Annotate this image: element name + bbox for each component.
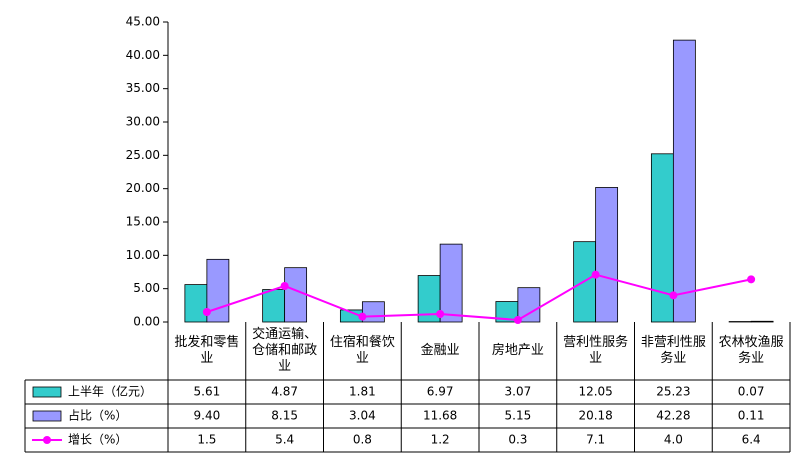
table-value: 5.4 xyxy=(275,433,294,447)
table-value: 7.1 xyxy=(586,433,605,447)
x-tick-label: 房地产业 xyxy=(491,343,544,358)
x-tick-label: 住宿和餐饮业 xyxy=(329,335,395,366)
table-value: 20.18 xyxy=(578,409,612,423)
category-cell: 非营利性服务业 xyxy=(640,335,706,366)
table-value: 0.07 xyxy=(738,385,765,399)
table-value: 4.87 xyxy=(271,385,298,399)
table-value: 1.5 xyxy=(197,433,216,447)
y-tick-label: 25.00 xyxy=(126,148,160,162)
x-tick-label: 金融业 xyxy=(420,343,460,358)
bar xyxy=(672,39,696,323)
y-tick-label: 5.00 xyxy=(133,281,160,295)
table-value: 6.4 xyxy=(742,433,761,447)
table-value: 25.23 xyxy=(656,385,690,399)
bar xyxy=(184,284,208,323)
y-tick-label: 15.00 xyxy=(126,215,160,229)
category-cell: 房地产业 xyxy=(491,343,544,358)
y-tick-label: 0.00 xyxy=(133,315,160,329)
marker xyxy=(669,291,678,300)
table-value: 12.05 xyxy=(578,385,612,399)
legend-label: 占比（%） xyxy=(68,408,127,423)
category-cell: 交通运输、仓储和邮政业 xyxy=(252,327,318,374)
x-tick-label: 批发和零售业 xyxy=(174,335,240,366)
marker xyxy=(747,275,756,284)
marker xyxy=(513,316,522,324)
table-value: 9.40 xyxy=(194,409,221,423)
category-cell: 农林牧渔服务业 xyxy=(718,335,784,366)
table-value: 6.97 xyxy=(427,385,454,399)
marker xyxy=(280,282,289,290)
category-cell: 住宿和餐饮业 xyxy=(329,335,395,366)
table-value: 4.0 xyxy=(664,433,683,447)
marker xyxy=(436,310,445,318)
table-value: 0.11 xyxy=(738,409,765,423)
table-value: 3.04 xyxy=(349,409,376,423)
table-value: 0.8 xyxy=(353,433,372,447)
y-tick-label: 40.00 xyxy=(126,48,160,62)
category-cell: 批发和零售业 xyxy=(174,335,240,366)
table-value: 5.61 xyxy=(194,385,221,399)
marker xyxy=(591,270,600,279)
marker xyxy=(202,308,211,316)
table-value: 1.2 xyxy=(431,433,450,447)
table-value: 1.81 xyxy=(349,385,376,399)
table-value: 5.15 xyxy=(505,409,532,423)
table-value: 0.3 xyxy=(508,433,527,447)
legend-swatch xyxy=(43,436,51,444)
y-tick-label: 45.00 xyxy=(126,15,160,29)
legend-label: 增长（%） xyxy=(68,433,127,447)
bar xyxy=(439,243,463,323)
y-tick-label: 35.00 xyxy=(126,81,160,95)
x-tick-label: 非营利性服务业 xyxy=(640,335,706,366)
bar xyxy=(595,187,619,323)
legend-swatch xyxy=(32,410,62,422)
y-tick-label: 10.00 xyxy=(126,248,160,262)
legend-swatch xyxy=(32,386,62,398)
y-tick-label: 20.00 xyxy=(126,181,160,195)
table-value: 42.28 xyxy=(656,409,690,423)
bar xyxy=(361,301,385,323)
table-value: 3.07 xyxy=(505,385,532,399)
y-tick-label: 30.00 xyxy=(126,115,160,129)
x-tick-label: 交通运输、仓储和邮政业 xyxy=(252,327,318,374)
line xyxy=(206,273,752,322)
bar xyxy=(750,320,774,323)
bar xyxy=(517,287,541,323)
legend-label: 上半年（亿元） xyxy=(68,384,152,399)
x-tick-label: 营利性服务业 xyxy=(563,335,629,366)
marker xyxy=(358,312,367,321)
category-cell: 营利性服务业 xyxy=(563,335,629,366)
table-value: 8.15 xyxy=(271,409,298,423)
bar xyxy=(284,267,308,323)
category-cell: 金融业 xyxy=(420,343,460,358)
x-tick-label: 农林牧渔服务业 xyxy=(718,335,784,366)
bar xyxy=(262,289,286,323)
table-value: 11.68 xyxy=(423,409,457,423)
